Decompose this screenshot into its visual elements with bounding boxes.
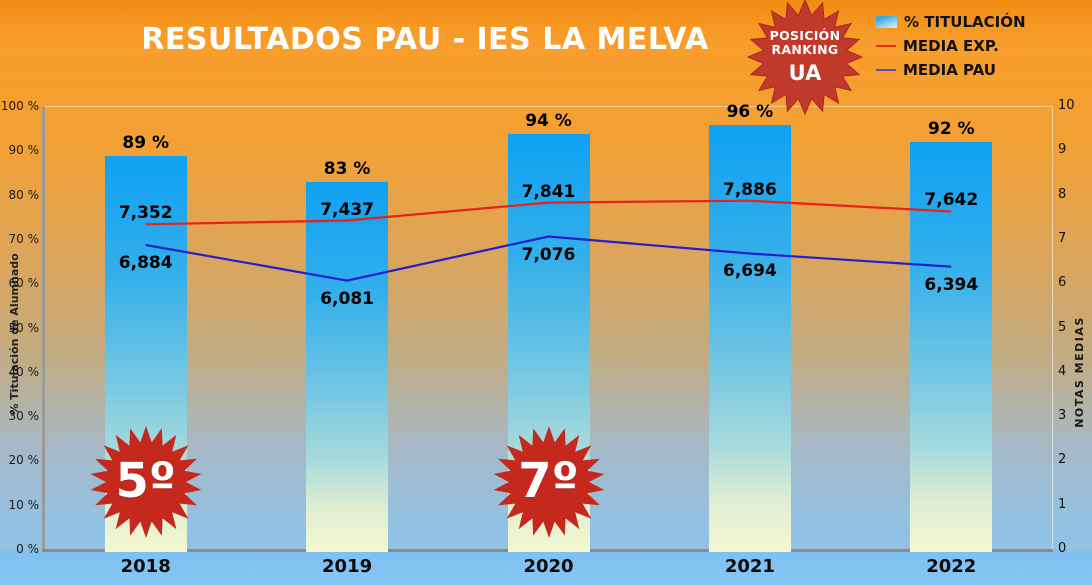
bar-swatch-icon xyxy=(876,16,897,28)
bar-value-label: 94 % xyxy=(525,110,572,131)
point-value-label: 7,886 xyxy=(723,179,777,200)
point-value-label: 6,884 xyxy=(118,253,173,274)
left-tick-label: 30 % xyxy=(8,409,40,424)
left-tick-label: 0 % xyxy=(16,542,39,556)
right-tick-label: 8 xyxy=(1058,186,1067,202)
x-axis-label-2018: 2018 xyxy=(120,556,171,577)
rank-badge-2020: 7º xyxy=(491,424,607,540)
left-tick-label: 20 % xyxy=(8,453,40,468)
left-tick-label: 70 % xyxy=(8,231,40,246)
blue-line-icon xyxy=(876,69,896,71)
right-tick-label: 1 xyxy=(1058,496,1067,512)
ranking-badge-text: POSICIÓN RANKING UA xyxy=(769,28,841,85)
chart-title: RESULTADOS PAU - IES LA MELVA xyxy=(141,22,709,57)
x-axis-label-2021: 2021 xyxy=(724,556,775,577)
right-tick-label: 3 xyxy=(1058,408,1067,424)
point-value-label: 6,694 xyxy=(723,261,777,282)
right-axis-title: NOTAS MEDIAS xyxy=(1073,316,1086,428)
legend-item-media-exp: MEDIA EXP. xyxy=(876,34,1026,58)
left-axis-line xyxy=(42,107,45,552)
legend-label: % TITULACIÓN xyxy=(904,13,1026,31)
bar-value-label: 92 % xyxy=(927,119,975,140)
right-tick-label: 0 xyxy=(1058,541,1067,556)
starburst-icon xyxy=(90,426,202,538)
rank-badge-2018: 5º xyxy=(88,424,204,540)
left-tick-label: 100 % xyxy=(0,99,39,113)
bar-value-label: 89 % xyxy=(122,132,169,153)
left-tick-label: 10 % xyxy=(8,497,40,512)
x-axis-label-2019: 2019 xyxy=(322,556,373,577)
legend-label: MEDIA PAU xyxy=(903,61,996,79)
point-value-label: 7,841 xyxy=(521,181,576,202)
right-tick-label: 4 xyxy=(1058,363,1067,379)
right-tick-label: 5 xyxy=(1058,319,1067,335)
x-axis-label-2020: 2020 xyxy=(523,556,574,577)
point-value-label: 7,076 xyxy=(521,244,576,265)
left-tick-label: 90 % xyxy=(8,143,40,158)
legend-label: MEDIA EXP. xyxy=(903,37,999,55)
bar-2021 xyxy=(708,124,791,552)
right-tick-label: 7 xyxy=(1058,230,1067,246)
ranking-line2: RANKING xyxy=(771,42,839,58)
point-value-label: 6,394 xyxy=(924,274,979,295)
right-tick-label: 6 xyxy=(1058,275,1067,291)
red-line-icon xyxy=(876,45,896,47)
left-tick-label: 80 % xyxy=(8,187,40,202)
starburst-icon xyxy=(746,0,864,116)
point-value-label: 7,352 xyxy=(118,203,173,224)
point-value-label: 7,642 xyxy=(924,190,979,211)
bar-2019 xyxy=(306,182,389,552)
right-tick-label: 10 xyxy=(1058,98,1075,113)
ranking-line1: POSICIÓN xyxy=(769,28,841,44)
legend: % TITULACIÓN MEDIA EXP. MEDIA PAU xyxy=(876,10,1026,82)
rank-badge-text: 5º xyxy=(115,453,176,510)
ranking-line3: UA xyxy=(788,60,822,85)
x-axis-label-2022: 2022 xyxy=(926,556,977,577)
ranking-ua-badge: POSICIÓN RANKING UA xyxy=(745,0,865,117)
right-tick-label: 2 xyxy=(1058,452,1067,468)
plot-top-border xyxy=(45,106,1052,107)
bar-value-label: 96 % xyxy=(726,101,774,122)
right-tick-label: 9 xyxy=(1058,142,1067,158)
legend-item-titulacion: % TITULACIÓN xyxy=(876,10,1026,34)
left-tick-label: 40 % xyxy=(8,364,40,379)
plot-right-border xyxy=(1052,107,1053,550)
starburst-icon xyxy=(493,426,604,538)
rank-badge-text: 7º xyxy=(518,453,579,510)
point-value-label: 6,081 xyxy=(320,288,374,309)
point-value-label: 7,437 xyxy=(320,199,374,220)
left-tick-label: 60 % xyxy=(8,276,40,291)
legend-item-media-pau: MEDIA PAU xyxy=(876,58,1026,82)
bar-value-label: 83 % xyxy=(323,159,371,180)
left-tick-label: 50 % xyxy=(8,320,40,335)
